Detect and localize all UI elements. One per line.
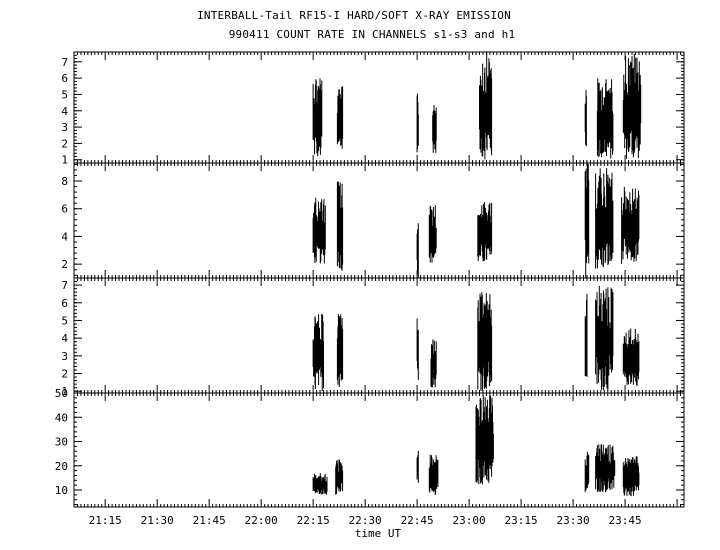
y-tick-label: 2 [61,258,68,271]
chart-subtitle: 990411 COUNT RATE IN CHANNELS s1-s3 and … [228,28,516,41]
y-tick-label: 8 [61,175,68,188]
panel-frame [73,51,685,164]
data-burst [622,328,640,386]
x-tick-label: 22:15 [297,514,330,527]
x-tick-label: 21:45 [193,514,226,527]
data-burst [432,105,437,153]
data-burst [584,451,590,493]
data-burst [621,187,640,264]
chart-title: INTERBALL-Tail RF15-I HARD/SOFT X-RAY EM… [197,9,511,22]
y-tick-label: 1 [61,154,68,167]
data-burst [595,168,614,269]
x-tick-label: 22:00 [245,514,278,527]
data-burst [622,54,642,159]
data-burst [336,86,344,149]
data-burst [479,52,493,160]
data-burst [595,444,616,493]
data-burst [430,339,437,388]
panel-s1: 1 2 3 4 5 6 7 [61,51,685,167]
data-burst [475,395,494,485]
data-burst [477,202,493,262]
x-tick-label: 23:00 [453,514,486,527]
data-burst [428,205,437,263]
data-burst [584,293,588,377]
x-tick-label: 21:15 [89,514,122,527]
y-tick-label: 2 [61,137,68,150]
data-burst [622,456,640,497]
y-tick-label: 5 [61,314,68,327]
y-tick-label: 10 [55,484,68,497]
y-tick-label: 7 [61,279,68,292]
y-tick-label: 3 [61,121,68,134]
y-tick-label: 4 [61,105,68,118]
y-tick-label: 4 [61,230,68,243]
panel-frame [73,277,685,394]
y-tick-label: 20 [55,460,68,473]
data-burst [416,318,419,380]
y-tick-label: 3 [61,350,68,363]
x-tick-label: 23:45 [609,514,642,527]
data-burst [312,197,326,264]
data-burst [428,454,439,495]
data-burst [312,78,323,157]
y-tick-label: 5 [61,88,68,101]
data-burst [416,93,419,153]
y-tick-label: 6 [61,297,68,310]
panel-frame [73,392,685,508]
y-tick-label: 2 [61,368,68,381]
y-tick-label: 6 [61,72,68,85]
data-burst [596,78,614,159]
data-burst [335,459,344,495]
panel-h1: 10 20 30 40 50 [55,387,685,508]
data-burst [336,313,344,387]
data-burst [584,89,587,147]
x-tick-label: 23:15 [505,514,538,527]
panel-s3: 1 2 3 4 5 6 7 [61,277,685,398]
data-burst [584,163,590,278]
data-burst [336,181,344,271]
x-tick-label: 21:30 [141,514,174,527]
panel-frame [73,162,685,279]
data-burst [312,473,328,495]
x-tick-label: 23:30 [557,514,590,527]
y-tick-label: 40 [55,411,68,424]
y-tick-label: 50 [55,387,68,400]
y-tick-label: 1 [61,385,68,398]
y-tick-label: 7 [61,56,68,69]
data-burst [416,450,419,483]
x-axis-label: time UT [355,527,402,540]
y-tick-label: 4 [61,332,68,345]
y-tick-label: 30 [55,436,68,449]
data-burst [477,292,493,391]
y-tick-label: 6 [61,203,68,216]
x-tick-label: 22:30 [349,514,382,527]
data-burst [416,223,419,278]
x-tick-label: 22:45 [401,514,434,527]
data-burst [312,313,324,392]
data-burst [595,286,614,391]
panel-s2: 2 4 6 8 [61,162,685,279]
